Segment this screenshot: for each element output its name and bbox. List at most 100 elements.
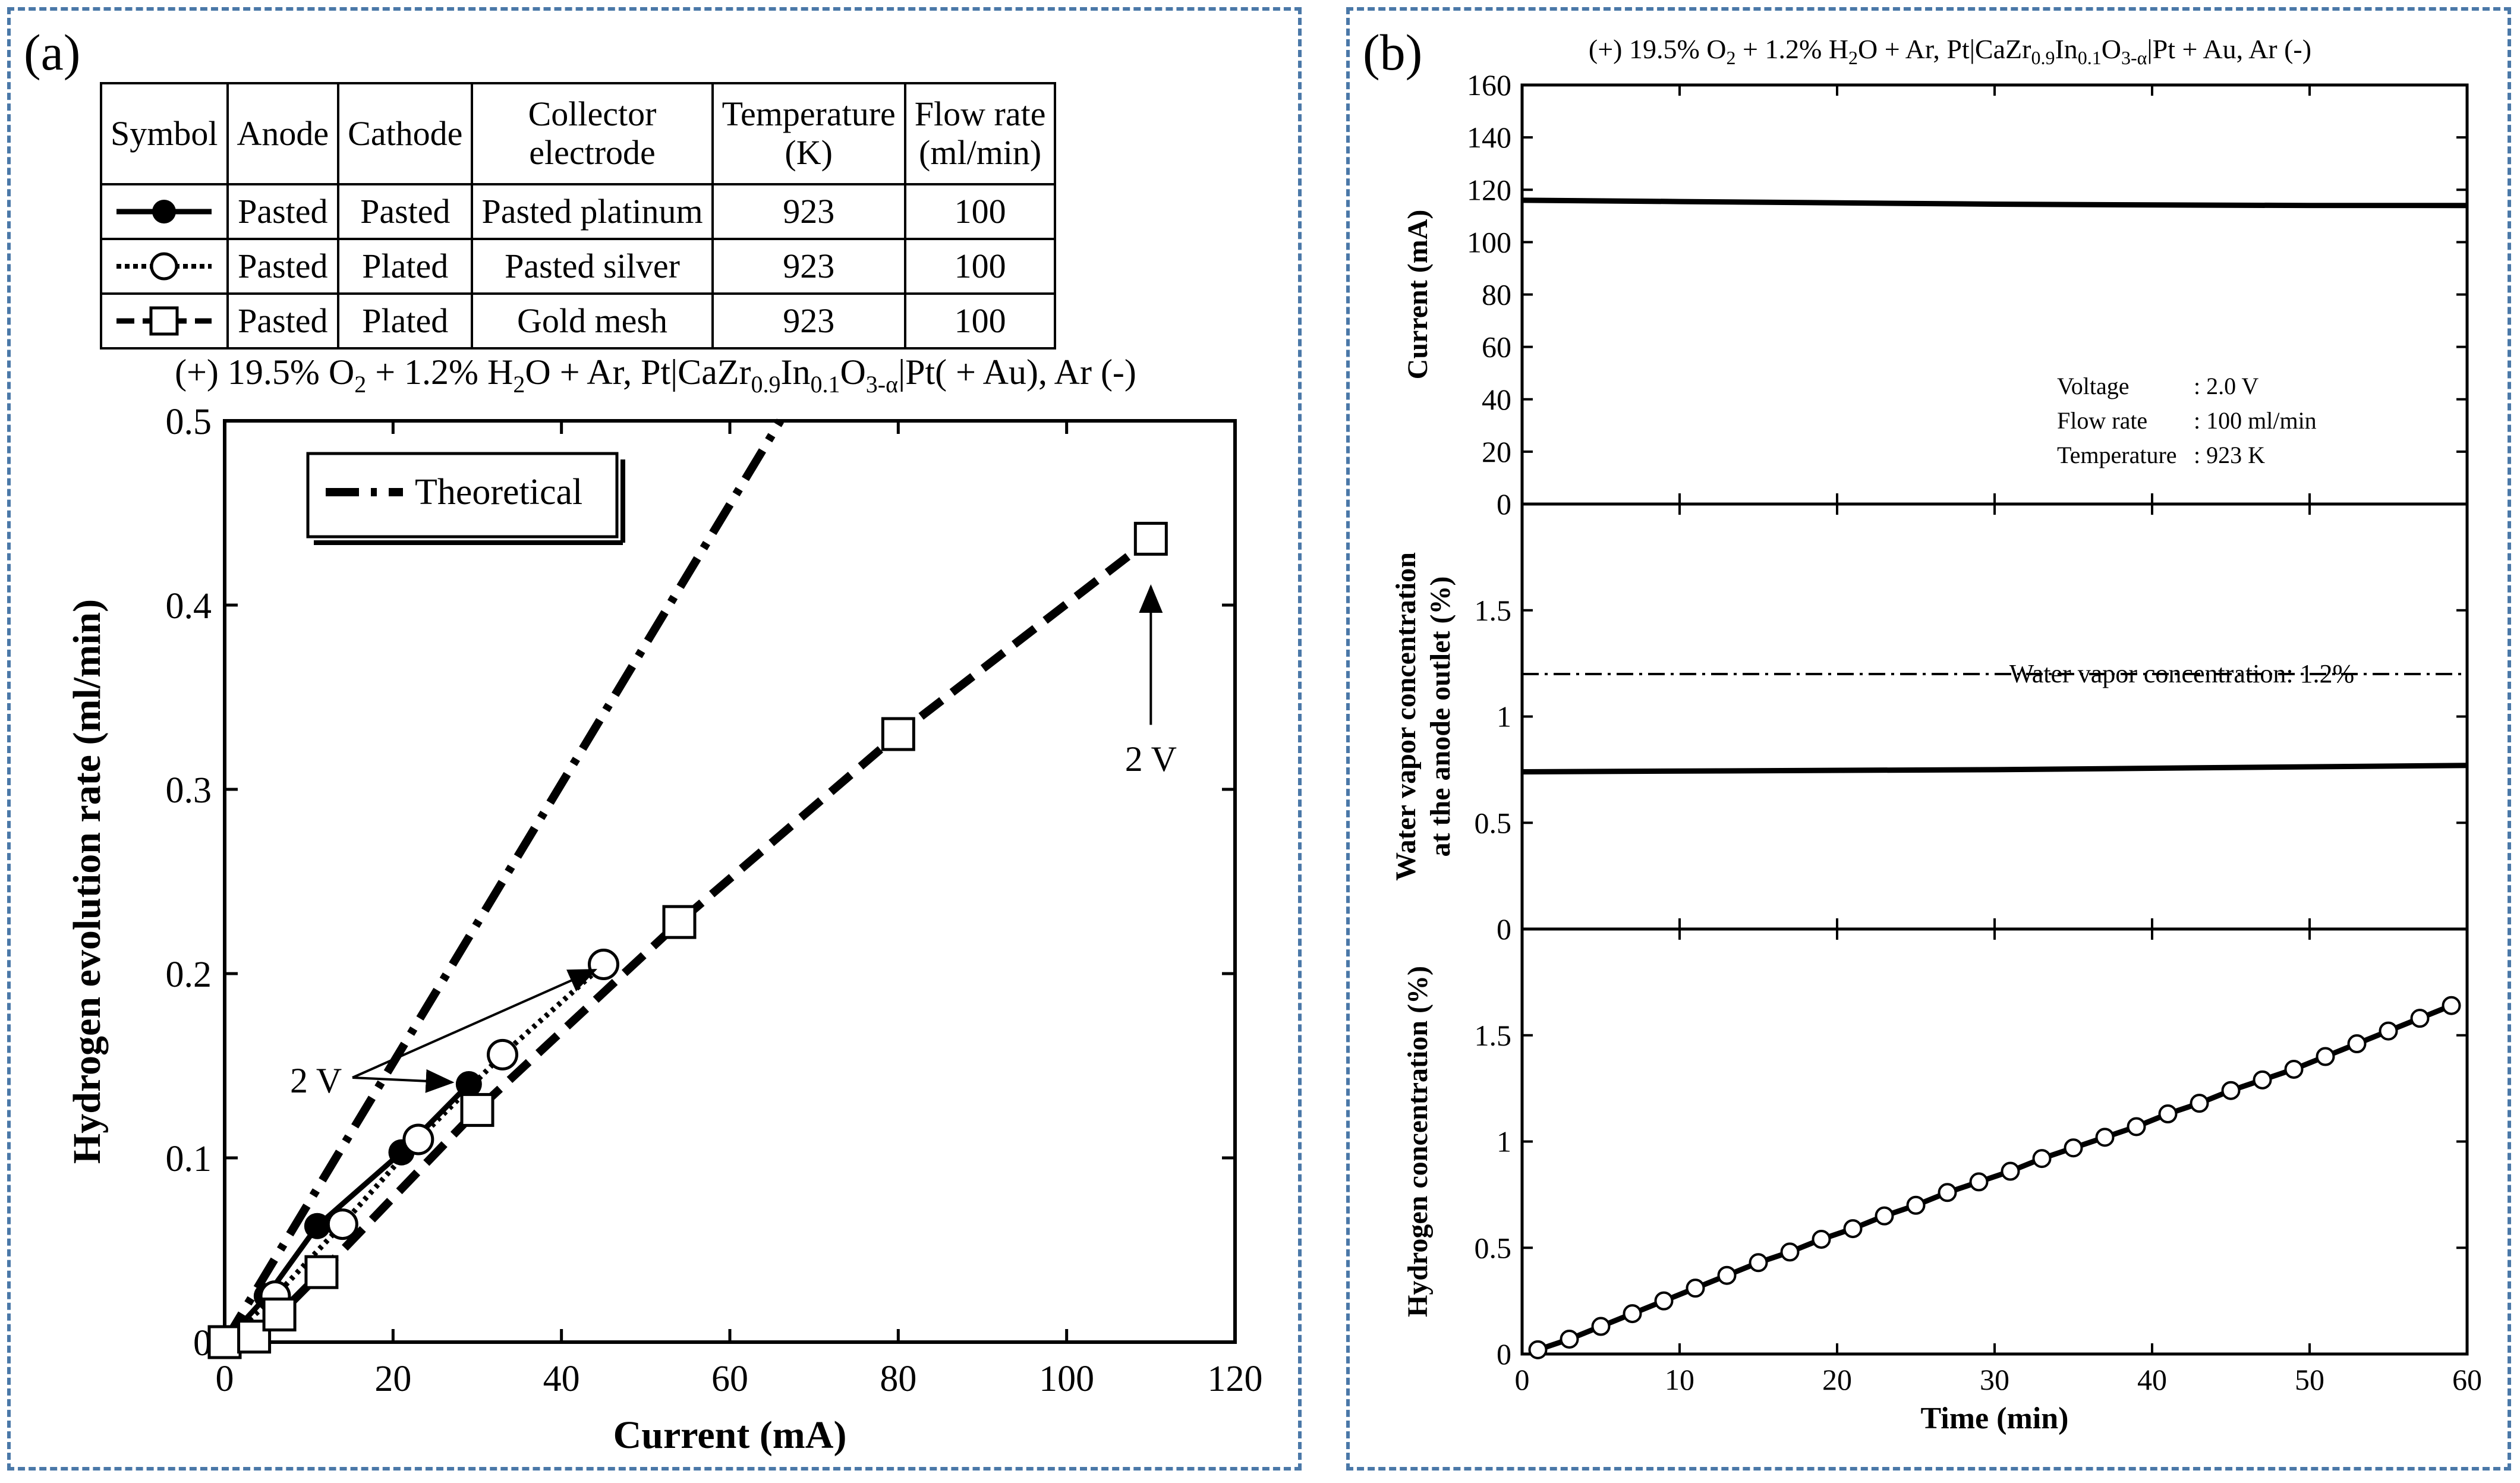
y-tick-label: 40 xyxy=(1482,383,1511,416)
table-row: Pasted Plated Gold mesh 923 100 xyxy=(100,292,1057,350)
temperature-cell: 923 xyxy=(711,292,906,350)
y-tick-label: 0.4 xyxy=(166,586,212,626)
header-collector: Collector electrode xyxy=(471,82,714,185)
y-axis-label: Current (mA) xyxy=(1402,210,1434,380)
data-point-open-square xyxy=(304,1255,339,1289)
panel-b-label: (b) xyxy=(1363,24,1423,81)
y-tick-label: 0.5 xyxy=(166,402,212,442)
legend-table-header: Symbol Anode Cathode Collector electrode… xyxy=(100,82,1057,185)
collector-cell: Pasted silver xyxy=(471,238,714,295)
annotation-arrow xyxy=(352,968,597,1079)
y-axis-label: Hydrogen concentration (%) xyxy=(1402,966,1434,1317)
data-point-open-circle xyxy=(2221,1081,2241,1100)
data-point-open-circle xyxy=(326,1208,358,1240)
legend-label: Theoretical xyxy=(415,472,582,512)
flow-value: : 100 ml/min xyxy=(2194,407,2317,434)
conditions-block: Voltage : 2.0 V Flow rate : 100 ml/min T… xyxy=(2057,373,2317,468)
data-point-open-circle xyxy=(2190,1094,2209,1113)
y-tick-label: 1 xyxy=(1497,700,1511,733)
data-point-open-square xyxy=(207,1325,242,1359)
data-point-filled-circle xyxy=(455,1071,482,1097)
y-tick-label: 1.5 xyxy=(1475,1019,1512,1052)
x-tick-label: 80 xyxy=(880,1359,916,1399)
y-tick-label: 60 xyxy=(1482,330,1511,364)
x-tick-label: 10 xyxy=(1665,1363,1694,1396)
data-point-open-circle xyxy=(1686,1279,1705,1298)
data-point-open-circle xyxy=(487,1038,518,1070)
data-point-open-circle xyxy=(1938,1183,1957,1202)
header-anode: Anode xyxy=(226,82,340,185)
data-point-open-circle xyxy=(2316,1047,2335,1066)
data-point-open-circle xyxy=(1717,1265,1737,1285)
y-tick-label: 20 xyxy=(1482,435,1511,468)
header-temperature: Temperature (K) xyxy=(711,82,906,185)
open-square-symbol-icon xyxy=(116,306,212,336)
annotation-arrow xyxy=(352,1069,455,1093)
data-point-filled-circle xyxy=(304,1213,330,1239)
filled-circle-symbol-icon xyxy=(116,200,212,223)
x-tick-label: 40 xyxy=(2137,1363,2167,1396)
data-point-open-circle xyxy=(2442,996,2461,1015)
plot-frame-b-hydrogen xyxy=(1520,927,2469,1356)
y-tick-label: 0 xyxy=(1497,487,1511,521)
y-tick-label: 1.5 xyxy=(1475,594,1512,627)
cathode-cell: Pasted xyxy=(337,183,474,240)
table-row: Pasted Pasted Pasted platinum 923 100 xyxy=(100,183,1057,240)
y-tick-label: 100 xyxy=(1467,225,1511,259)
series-line-b-water xyxy=(1522,763,2468,774)
plot-frame-b-current xyxy=(1520,83,2469,506)
y-tick-label: 0.2 xyxy=(166,955,212,995)
series-line-b-current xyxy=(1522,197,2467,209)
flow-label: Flow rate xyxy=(2057,407,2147,434)
panel-a-label: (a) xyxy=(24,24,81,81)
y-tick-label: 1 xyxy=(1497,1125,1511,1158)
cathode-cell: Plated xyxy=(337,238,474,295)
y-tick-label: 140 xyxy=(1467,121,1511,154)
data-point-open-circle xyxy=(2379,1021,2398,1041)
symbol-cell xyxy=(100,238,229,295)
series-line-b-hydrogen xyxy=(1537,1003,2453,1353)
data-point-open-circle xyxy=(1812,1229,1831,1249)
legend-box: Theoretical xyxy=(306,452,625,545)
y-tick-label: 0.1 xyxy=(166,1139,212,1179)
data-point-open-circle xyxy=(1780,1242,1800,1262)
data-point-open-circle xyxy=(2284,1059,2304,1079)
flow-cell: 100 xyxy=(903,292,1057,350)
header-cathode: Cathode xyxy=(337,82,474,185)
symbol-cell xyxy=(100,183,229,240)
temperature-cell: 923 xyxy=(711,238,906,295)
data-point-open-circle xyxy=(1654,1291,1674,1311)
panel-b: (b) (+) 19.5% O2 + 1.2% H2O + Ar, Pt|CaZ… xyxy=(1346,7,2511,1471)
x-tick-label: 50 xyxy=(2295,1363,2324,1396)
collector-cell: Pasted platinum xyxy=(471,183,714,240)
x-tick-label: 40 xyxy=(543,1359,580,1399)
anode-cell: Pasted xyxy=(226,238,340,295)
data-point-open-circle xyxy=(2095,1128,2115,1147)
data-point-open-square xyxy=(262,1298,297,1331)
symbol-cell xyxy=(100,292,229,350)
temperature-label: Temperature xyxy=(2057,442,2177,468)
x-tick-label: 30 xyxy=(1980,1363,2009,1396)
data-point-open-circle xyxy=(1623,1304,1642,1324)
data-point-open-circle xyxy=(2253,1070,2272,1090)
y-tick-label: 0 xyxy=(1497,1337,1511,1371)
data-point-open-circle xyxy=(1528,1340,1548,1359)
data-point-open-circle xyxy=(1906,1195,1926,1215)
data-point-open-circle xyxy=(1560,1329,1579,1349)
data-point-open-circle xyxy=(1749,1253,1768,1273)
chart-b: (+) 19.5% O2 + 1.2% H2O + Ar, Pt|CaZr0.9… xyxy=(1390,34,2482,1435)
data-point-open-circle xyxy=(1591,1317,1611,1336)
flow-cell: 100 xyxy=(903,183,1057,240)
annotation-2v-right: 2 V xyxy=(1125,739,1177,779)
x-axis-label: Time (min) xyxy=(1921,1402,2069,1435)
x-tick-label: 0 xyxy=(216,1359,234,1399)
x-tick-label: 120 xyxy=(1208,1359,1263,1399)
x-tick-label: 20 xyxy=(374,1359,411,1399)
data-point-open-circle xyxy=(2064,1138,2083,1158)
data-point-open-circle xyxy=(2347,1034,2367,1054)
y-axis-label-line: at the anode outlet (%) xyxy=(1425,577,1456,857)
x-axis-label: Current (mA) xyxy=(613,1413,847,1457)
temperature-value: : 923 K xyxy=(2194,442,2265,468)
panel-a: (a) Symbol Anode Cathode Collector elect… xyxy=(7,7,1302,1471)
